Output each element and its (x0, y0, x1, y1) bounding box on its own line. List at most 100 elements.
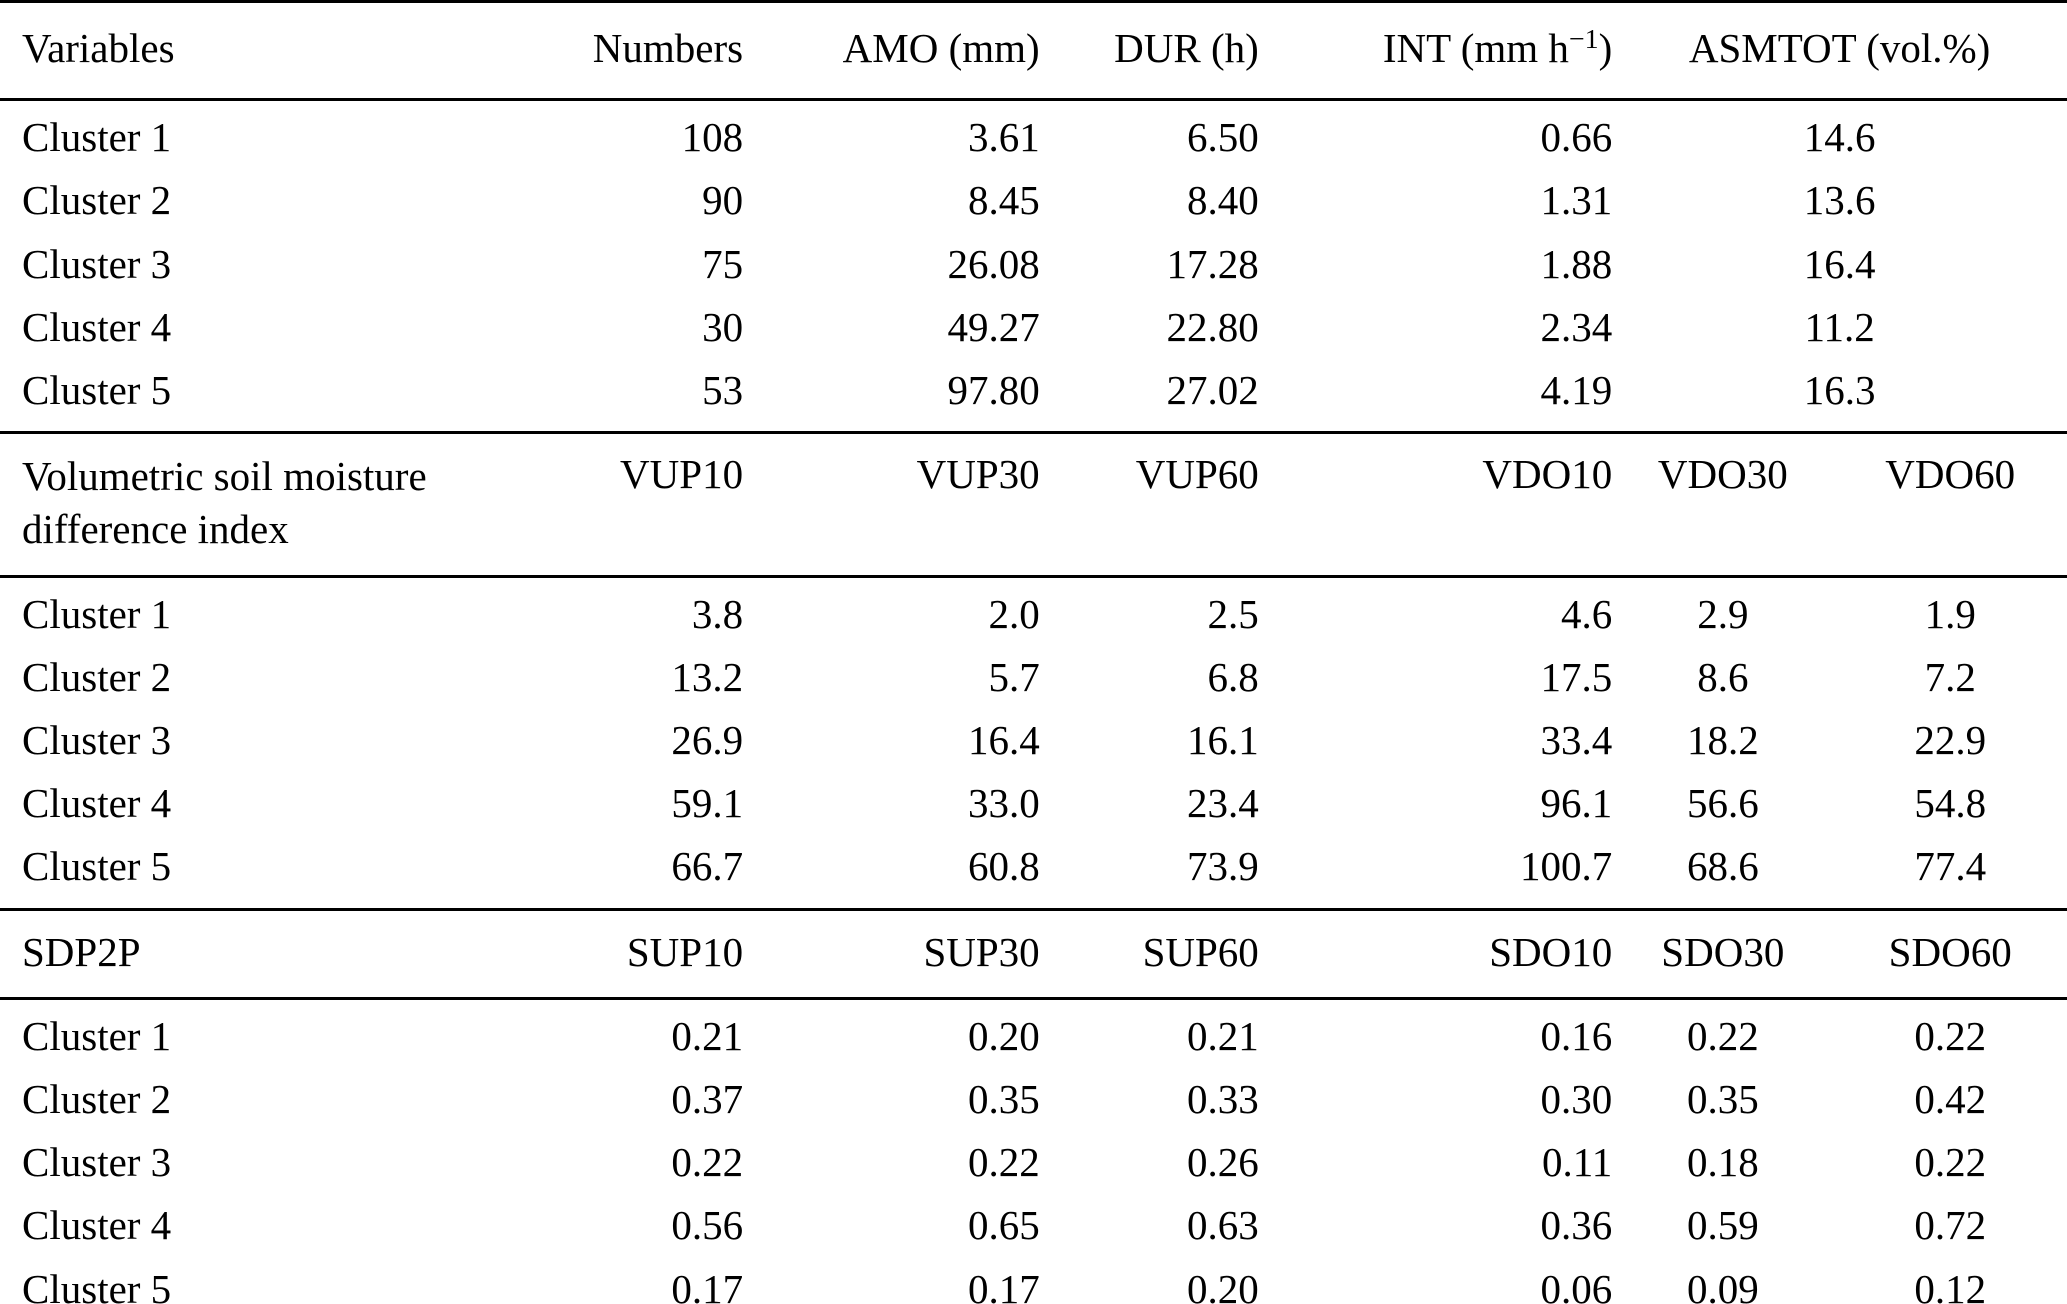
cell-value: 0.65 (967, 1202, 1040, 1249)
cell-value: 22.80 (1166, 303, 1259, 350)
cell-value: 2.0 (988, 590, 1040, 637)
cell-value: 0.17 (967, 1265, 1040, 1304)
cell-value: 1.31 (1540, 177, 1613, 224)
cell-value: 0.59 (1686, 1202, 1759, 1249)
section-title-sdp2p: SDP2P (0, 907, 559, 1000)
table-row: Cluster 2 13.2 5.7 6.8 17.5 8.6 7.2 (0, 646, 2067, 709)
column-header-sup30: SUP30 (743, 907, 1040, 1000)
cell-value: 3.61 (967, 114, 1040, 161)
cell-value: 90 (702, 177, 744, 224)
cell-value: 49.27 (947, 303, 1040, 350)
cell-value: 18.2 (1686, 717, 1759, 764)
column-header-dur: DUR (h) (1039, 1, 1259, 102)
cell-value: 3.8 (691, 590, 744, 637)
row-label: Cluster 5 (22, 1265, 172, 1304)
table-row: Cluster 5 53 97.80 27.02 4.19 16.3 (0, 359, 2067, 433)
column-header-sdo10: SDO10 (1258, 907, 1613, 1000)
cell-value: 26.08 (947, 240, 1040, 287)
row-label: Cluster 5 (22, 366, 172, 413)
cell-value: 8.6 (1697, 653, 1749, 700)
column-header-sdo30: SDO30 (1612, 907, 1834, 1000)
cell-value: 0.21 (1187, 1012, 1259, 1059)
cell-value: 0.21 (671, 1012, 744, 1059)
table-row: Cluster 2 90 8.45 8.40 1.31 13.6 (0, 169, 2067, 232)
cell-value: 6.8 (1207, 653, 1259, 700)
column-header-sup60: SUP60 (1039, 907, 1259, 1000)
cell-value: 0.16 (1540, 1012, 1613, 1059)
cell-value: 96.1 (1540, 780, 1613, 827)
column-header-sdo60: SDO60 (1833, 907, 2067, 1000)
row-label: Cluster 2 (22, 177, 172, 224)
cell-value: 0.12 (1914, 1265, 1987, 1304)
column-header-variables: Variables (0, 1, 559, 102)
cell-value: 0.56 (671, 1202, 744, 1249)
cell-value: 0.22 (1914, 1012, 1987, 1059)
cell-value: 17.5 (1540, 653, 1613, 700)
row-label: Cluster 5 (22, 843, 172, 890)
table-row: Cluster 3 26.9 16.4 16.1 33.4 18.2 22.9 (0, 709, 2067, 772)
cell-value: 0.20 (967, 1012, 1040, 1059)
cell-value: 77.4 (1914, 843, 1987, 890)
cell-value: 0.09 (1686, 1265, 1759, 1304)
cell-value: 2.34 (1540, 303, 1613, 350)
cell-value: 11.2 (1804, 303, 1875, 350)
cell-value: 0.17 (671, 1265, 744, 1304)
table-row: Cluster 4 30 49.27 22.80 2.34 11.2 (0, 296, 2067, 359)
table-row: Cluster 2 0.37 0.35 0.33 0.30 0.35 0.42 (0, 1068, 2067, 1131)
row-label: Cluster 3 (22, 1139, 172, 1186)
cell-value: 30 (702, 303, 744, 350)
cell-value: 0.42 (1914, 1076, 1987, 1123)
column-header-vup60: VUP60 (1039, 431, 1259, 578)
cell-value: 16.4 (967, 717, 1040, 764)
row-label: Cluster 2 (22, 653, 172, 700)
cell-value: 2.9 (1697, 590, 1749, 637)
cell-value: 68.6 (1686, 843, 1759, 890)
cell-value: 0.35 (967, 1076, 1040, 1123)
cell-value: 56.6 (1686, 780, 1759, 827)
column-header-int: INT (mm h−1) (1258, 1, 1613, 102)
row-label: Cluster 1 (22, 1012, 172, 1059)
cell-value: 75 (702, 240, 744, 287)
cell-value: 1.9 (1924, 590, 1976, 637)
cell-value: 1.88 (1540, 240, 1613, 287)
cell-value: 0.72 (1914, 1202, 1987, 1249)
cell-value: 22.9 (1914, 717, 1987, 764)
cell-value: 14.6 (1803, 114, 1876, 161)
cell-value: 33.0 (967, 780, 1040, 827)
header-row-vsm-index: Volumetric soil moisture difference inde… (0, 431, 2067, 578)
cell-value: 0.22 (1914, 1139, 1987, 1186)
cell-value: 26.9 (671, 717, 744, 764)
cell-value: 73.9 (1187, 843, 1259, 890)
column-header-vup30: VUP30 (743, 431, 1040, 578)
cell-value: 4.19 (1540, 366, 1613, 413)
table-row: Cluster 3 0.22 0.22 0.26 0.11 0.18 0.22 (0, 1131, 2067, 1194)
header-row-sdp2p: SDP2P SUP10 SUP30 SUP60 SDO10 SDO30 SDO6… (0, 907, 2067, 1000)
cell-value: 0.20 (1187, 1265, 1259, 1304)
cell-value: 0.18 (1686, 1139, 1759, 1186)
cell-value: 16.3 (1803, 366, 1876, 413)
table-row: Cluster 4 59.1 33.0 23.4 96.1 56.6 54.8 (0, 772, 2067, 835)
column-header-asmtot: ASMTOT (vol.%) (1612, 1, 2067, 102)
cell-value: 0.36 (1540, 1202, 1613, 1249)
table-row: Cluster 1 0.21 0.20 0.21 0.16 0.22 0.22 (0, 998, 2067, 1068)
cell-value: 0.33 (1187, 1076, 1259, 1123)
row-label: Cluster 3 (22, 717, 172, 764)
table-row: Cluster 5 0.17 0.17 0.20 0.06 0.09 0.12 (0, 1258, 2067, 1304)
row-label: Cluster 4 (22, 1202, 172, 1249)
cell-value: 5.7 (988, 653, 1040, 700)
cell-value: 0.06 (1540, 1265, 1613, 1304)
cell-value: 0.30 (1540, 1076, 1613, 1123)
cell-value: 2.5 (1207, 590, 1259, 637)
cell-value: 100.7 (1519, 843, 1613, 890)
row-label: Cluster 2 (22, 1076, 172, 1123)
cell-value: 16.1 (1187, 717, 1259, 764)
table-row: Cluster 5 66.7 60.8 73.9 100.7 68.6 77.4 (0, 835, 2067, 909)
cell-value: 33.4 (1540, 717, 1613, 764)
row-label: Cluster 3 (22, 240, 172, 287)
row-label: Cluster 1 (22, 114, 172, 161)
row-label: Cluster 1 (22, 590, 172, 637)
cell-value: 0.63 (1187, 1202, 1259, 1249)
cell-value: 0.22 (1686, 1012, 1759, 1059)
table-row: Cluster 3 75 26.08 17.28 1.88 16.4 (0, 233, 2067, 296)
cell-value: 17.28 (1166, 240, 1259, 287)
